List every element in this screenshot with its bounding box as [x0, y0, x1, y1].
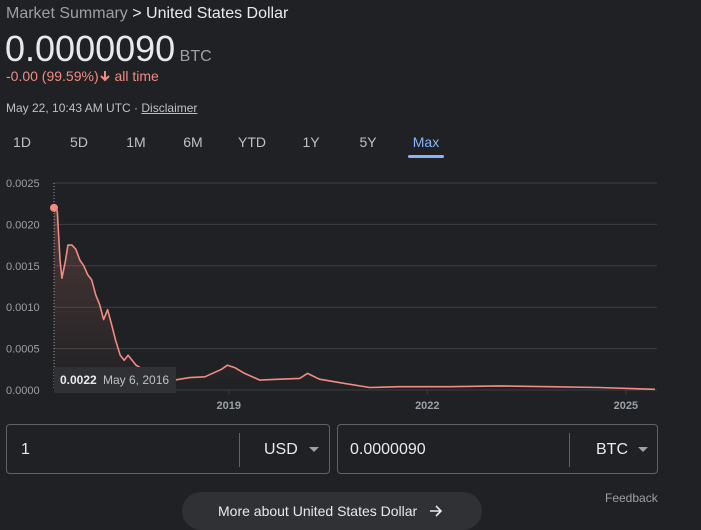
divider — [569, 433, 570, 467]
feedback[interactable]: Feedback — [605, 491, 658, 505]
range-tab[interactable]: 6M — [183, 134, 203, 150]
range-tab[interactable]: Max — [412, 134, 440, 150]
down-arrow — [99, 71, 110, 82]
more-button-label[interactable]: More about United States Dollar — [218, 503, 418, 519]
to-amount[interactable]: 0.0000090 — [350, 441, 426, 458]
price: 0.0000090 — [5, 28, 176, 69]
x-tick-label: 2019 — [216, 400, 240, 412]
more-button[interactable]: More about United States Dollar — [182, 492, 482, 530]
y-tick-label: 0.0015 — [6, 261, 40, 273]
range-tab[interactable]: 1D — [13, 134, 31, 150]
range-tab[interactable]: YTD — [238, 134, 266, 150]
y-tick-label: 0.0010 — [6, 302, 40, 314]
from-amount[interactable]: 1 — [21, 441, 30, 458]
y-tick-label: 0.0025 — [6, 178, 40, 190]
divider — [239, 433, 240, 467]
chart: 0.0000 0.0005 0.0010 0.0015 0.0020 0.0025 2019… — [6, 178, 657, 412]
x-tick-label: 2022 — [415, 400, 439, 412]
range-tab[interactable]: 5Y — [359, 134, 377, 150]
disclaimer[interactable]: Disclaimer — [141, 101, 198, 115]
from-field[interactable]: 1 USD — [6, 424, 330, 474]
y-tick-label: 0.0005 — [6, 344, 40, 356]
from-currency[interactable]: USD — [264, 441, 298, 458]
price-row: 0.0000090 BTC — [5, 28, 212, 70]
range-tab[interactable]: 5D — [70, 134, 88, 150]
timestamp: May 22, 10:43 AM UTC — [6, 101, 131, 115]
price-unit: BTC — [179, 48, 212, 65]
to-currency[interactable]: BTC — [596, 441, 628, 458]
line — [53, 207, 656, 391]
caret — [309, 447, 319, 452]
range-tab[interactable]: 1M — [126, 134, 146, 150]
change-row: -0.00 (99.59%) all time — [6, 68, 159, 84]
to-field[interactable]: 0.0000090 BTC — [337, 424, 658, 474]
tooltip-date: May 6, 2016 — [103, 373, 169, 387]
breadcrumb-separator: > — [132, 5, 142, 22]
change-period: all time — [114, 68, 159, 84]
area — [54, 207, 655, 390]
tooltip-box — [54, 367, 176, 393]
tab-underline — [408, 155, 444, 158]
range-tab[interactable]: 1Y — [302, 134, 320, 150]
tooltip-value: 0.0022 — [60, 373, 97, 387]
y-tick-label: 0.0000 — [6, 385, 40, 397]
hover-point — [50, 203, 58, 212]
breadcrumb-parent[interactable]: Market Summary — [6, 5, 128, 22]
breadcrumb-current: United States Dollar — [146, 5, 289, 22]
arrow-icon — [430, 505, 443, 517]
breadcrumb: Market Summary > United States Dollar — [6, 5, 288, 23]
y-tick-label: 0.0020 — [6, 219, 40, 231]
timestamp-row: May 22, 10:43 AM UTC · Disclaimer — [6, 101, 198, 115]
x-tick-label: 2025 — [614, 400, 638, 412]
change: -0.00 (99.59%) — [6, 68, 99, 84]
caret — [638, 447, 648, 452]
